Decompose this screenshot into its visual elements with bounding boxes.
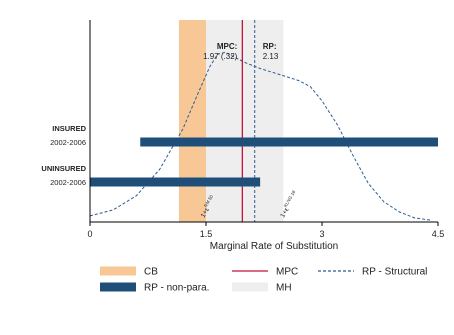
rp-nonpara-bar-1: [140, 137, 438, 147]
mpc-label-line1: MPC:: [217, 42, 237, 51]
group-sublabel-1: 2002-2006: [50, 138, 86, 147]
x-tick-label-1: 0: [87, 229, 92, 239]
annotation-1-sup: RM 50: [203, 194, 214, 208]
legend-label-2: MPC: [276, 267, 298, 278]
legend-swatch-4: [100, 282, 136, 292]
x-tick-label-2: 1.5: [200, 229, 213, 239]
x-tick-label-3: 3: [319, 229, 324, 239]
legend-label-3: RP - Structural: [362, 267, 427, 278]
legend-swatch-5: [232, 282, 268, 292]
annotation-1: 1+εRM 50: [198, 194, 218, 219]
legend-swatch-1: [100, 266, 136, 276]
annotation-1-base: 1+ε: [200, 206, 211, 219]
annotation-2-sup: KLNG 18: [283, 189, 297, 208]
cb-band: [178, 20, 206, 222]
group-label-1: INSURED: [52, 124, 86, 133]
rp-label-line1: RP:: [263, 42, 277, 51]
group-label-2: UNINSURED: [41, 164, 86, 173]
group-sublabel-2: 2002-2006: [50, 178, 86, 187]
legend-label-1: CB: [144, 267, 158, 278]
mpc-label-line2: 1.97 (.32): [203, 52, 238, 61]
x-axis-title: Marginal Rate of Substitution: [210, 241, 338, 252]
rp-label-line2: 2.13: [263, 52, 279, 61]
rp-nonpara-bar-2: [90, 177, 261, 187]
legend-label-5: MH: [276, 283, 292, 294]
legend-label-4: RP - non-para.: [144, 283, 209, 294]
x-tick-label-4: 4.5: [432, 229, 445, 239]
annotation-2-base: 1+ε: [279, 206, 290, 219]
